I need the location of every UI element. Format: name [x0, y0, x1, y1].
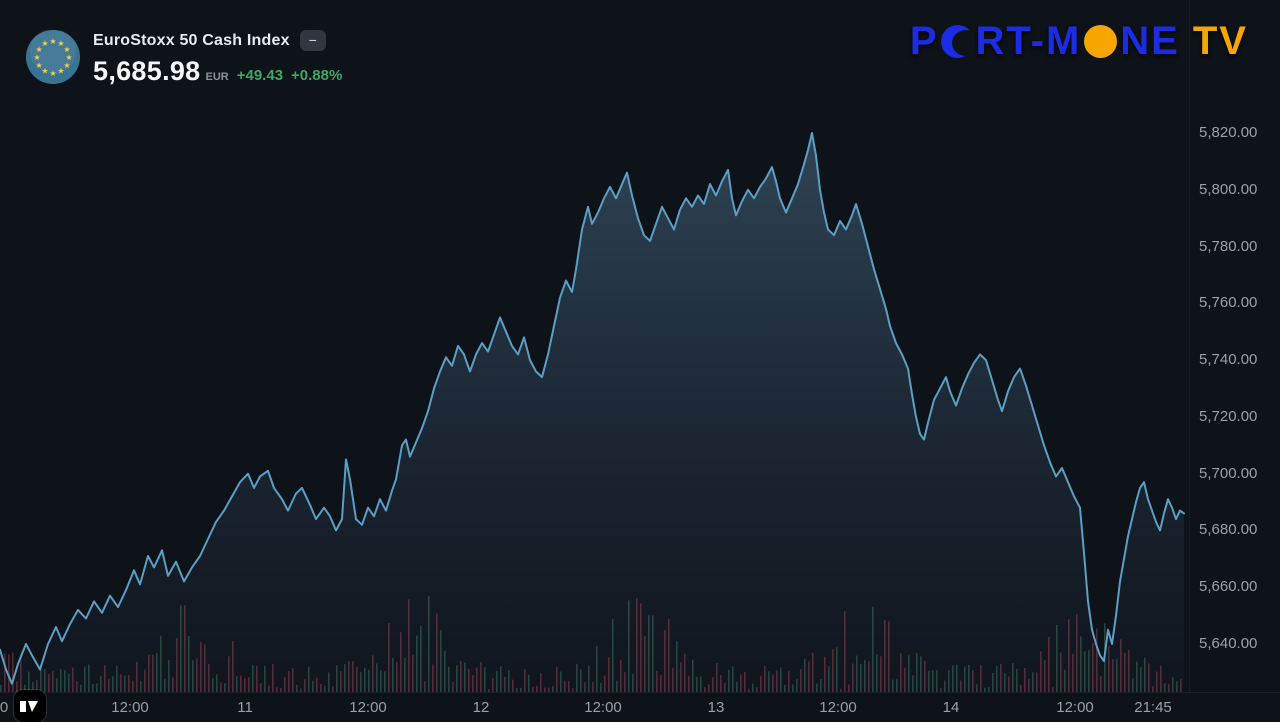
change-absolute: +49.43: [236, 67, 284, 84]
tradingview-mark-icon: [20, 700, 38, 712]
tradingview-logo[interactable]: [14, 690, 46, 722]
svg-text:★: ★: [49, 69, 56, 78]
brand-letters-2: NE: [1120, 19, 1180, 63]
volume-bars: [0, 596, 1182, 692]
svg-text:★: ★: [36, 45, 43, 54]
area-fill: [0, 133, 1184, 692]
price-tick: 5,740.00: [1199, 351, 1258, 369]
time-tick: 12:00: [819, 699, 857, 716]
time-tick: 12:00: [584, 699, 622, 716]
time-tick: 21:45: [1134, 699, 1172, 716]
currency-label: EUR: [205, 71, 229, 83]
time-tick: 14: [942, 699, 960, 716]
svg-text:★: ★: [33, 53, 40, 62]
svg-text:★: ★: [57, 67, 64, 76]
time-tick: 12:00: [1056, 699, 1094, 716]
svg-text:★: ★: [49, 37, 56, 46]
price-tick: 5,720.00: [1199, 407, 1258, 425]
brand-letter: P: [909, 19, 939, 63]
portmone-tv-logo: P RT-M NE TV: [910, 21, 1248, 61]
svg-text:★: ★: [63, 61, 70, 70]
time-tick: 12: [472, 699, 490, 716]
brand-letters: RT-M: [975, 19, 1082, 63]
time-tick: 11: [237, 699, 253, 716]
price-tick: 5,780.00: [1199, 237, 1258, 255]
svg-text:★: ★: [57, 39, 64, 48]
price-tick: 5,800.00: [1199, 180, 1258, 198]
time-tick: 13: [707, 699, 725, 716]
svg-text:★: ★: [41, 67, 48, 76]
change-percent: +0.88%: [291, 67, 343, 84]
orange-o-icon: [1084, 24, 1118, 58]
svg-text:★: ★: [41, 39, 48, 48]
price-chart-svg: [0, 132, 1185, 692]
price-tick: 5,640.00: [1199, 635, 1258, 652]
eu-flag-icon: ★ ★ ★ ★ ★ ★ ★ ★ ★ ★ ★ ★: [26, 28, 80, 84]
time-tick: 0: [0, 699, 9, 716]
price-line: [0, 132, 1185, 685]
price-tick: 5,820.00: [1199, 124, 1258, 141]
price-tick: 5,700.00: [1199, 464, 1258, 482]
price-axis[interactable]: 5,820.00 5,800.00 5,780.00 5,760.00 5,740.00…: [1189, 0, 1280, 693]
symbol-title[interactable]: EuroStoxx 50 Cash Index: [93, 31, 290, 49]
svg-text:★: ★: [65, 53, 72, 62]
svg-text:★: ★: [63, 45, 70, 54]
last-price: 5,685.98: [93, 56, 201, 86]
time-tick: 12:00: [111, 699, 149, 716]
price-tick: 5,660.00: [1199, 578, 1258, 596]
price-tick: 5,680.00: [1199, 521, 1258, 539]
brand-tv: TV: [1192, 19, 1248, 63]
price-tick: 5,760.00: [1199, 294, 1258, 312]
svg-text:★: ★: [36, 61, 43, 70]
chart-canvas[interactable]: [0, 0, 1190, 693]
time-axis[interactable]: 0 12:00 11 12:00 12 12:00 13 12:00 14 12:00 21:45: [0, 692, 1280, 720]
symbol-legend: ★ ★ ★ ★ ★ ★ ★ ★ ★ ★ ★ ★ EuroStoxx 50 Cash Index − 5…: [26, 28, 343, 87]
time-tick: 12:00: [349, 699, 387, 716]
collapse-legend-button[interactable]: −: [299, 30, 326, 51]
moon-o-icon: [940, 24, 974, 58]
